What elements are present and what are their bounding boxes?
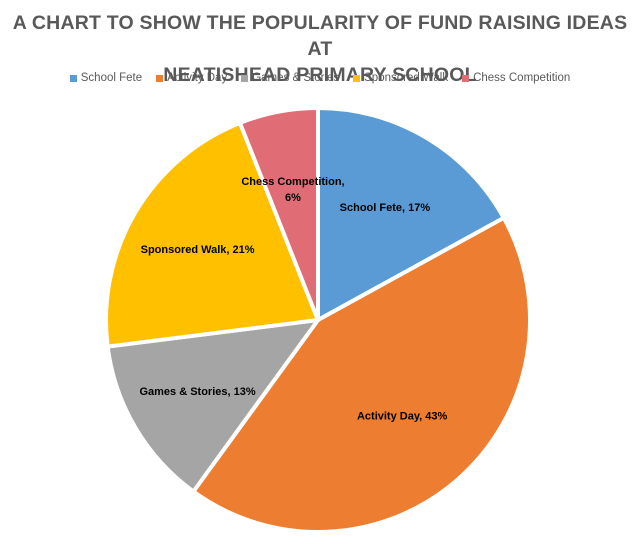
legend-label: Chess Competition	[473, 72, 571, 84]
legend-item-chess-competition: Chess Competition	[462, 72, 570, 84]
chart-title-line-1: A CHART TO SHOW THE POPULARITY OF FUND R…	[12, 12, 628, 60]
chart-legend: School Fete Activity Day Games & Stories…	[0, 72, 640, 84]
pie-slice-sponsored-walk	[104, 120, 320, 349]
pie-slice-chess-competition	[237, 106, 320, 322]
legend-item-games-stories: Games & Stories	[241, 72, 339, 84]
legend-label: Activity Day	[167, 72, 228, 84]
legend-swatch	[241, 74, 249, 82]
legend-label: Games & Stories	[252, 72, 340, 84]
legend-swatch	[462, 74, 470, 82]
legend-swatch	[69, 74, 77, 82]
legend-swatch	[156, 74, 164, 82]
legend-label: Sponsored Walk	[364, 72, 449, 84]
pie-slice-games-stories	[105, 318, 320, 494]
pie-slice-activity-day	[191, 215, 532, 534]
data-label: School Fete, 17%	[340, 202, 431, 214]
legend-label: School Fete	[80, 72, 143, 84]
data-label: Activity Day, 43%	[357, 410, 448, 422]
legend-item-school-fete: School Fete	[69, 72, 143, 84]
legend-item-sponsored-walk: Sponsored Walk	[353, 72, 448, 84]
pie-slice-school-fete	[316, 106, 506, 322]
legend-swatch	[353, 74, 361, 82]
legend-item-activity-day: Activity Day	[156, 72, 227, 84]
data-label: Games & Stories, 13%	[139, 386, 255, 398]
data-label: Chess Competition, 6%	[241, 176, 344, 204]
data-label: Sponsored Walk, 21%	[141, 244, 255, 256]
